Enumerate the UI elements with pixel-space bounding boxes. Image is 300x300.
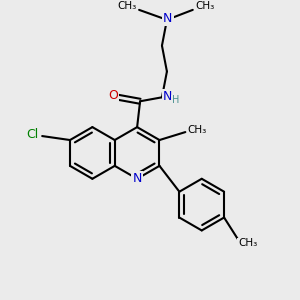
Text: O: O — [108, 89, 118, 102]
Text: CH₃: CH₃ — [238, 238, 258, 248]
Text: CH₃: CH₃ — [188, 125, 207, 135]
Text: N: N — [163, 90, 172, 103]
Text: H: H — [172, 95, 180, 105]
Text: N: N — [163, 12, 172, 25]
Text: Cl: Cl — [26, 128, 38, 141]
Text: N: N — [132, 172, 142, 185]
Text: CH₃: CH₃ — [195, 1, 214, 11]
Text: CH₃: CH₃ — [118, 1, 137, 11]
